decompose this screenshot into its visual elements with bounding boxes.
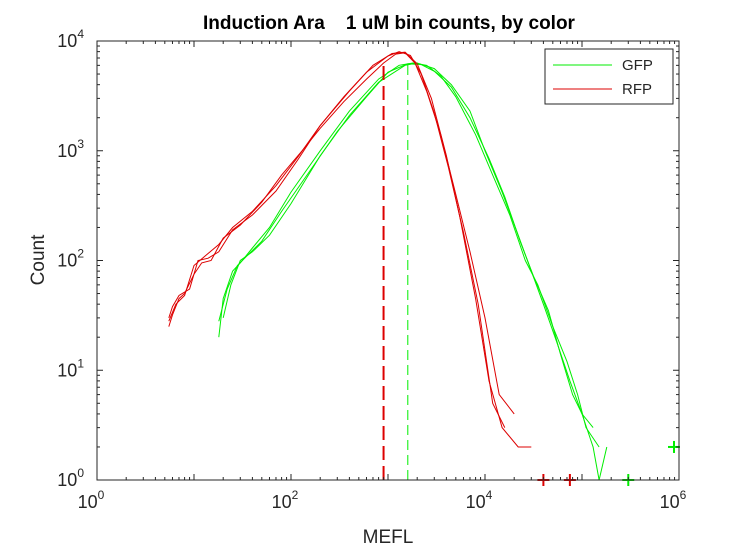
y-tick-label: 104 [57, 27, 84, 51]
axis-ticks [96, 41, 679, 481]
x-axis-label: MEFL [363, 527, 414, 548]
x-tick-label: 104 [466, 488, 493, 512]
series-line-gfp-1 [218, 62, 600, 448]
legend: GFP RFP [544, 48, 674, 105]
y-tick-label: 103 [57, 137, 84, 161]
series-line-rfp-1 [168, 52, 515, 415]
series-line-gfp-2 [218, 63, 594, 428]
x-tick-label: 102 [272, 488, 299, 512]
series-line-gfp-3 [222, 62, 608, 481]
y-tick-label: 102 [57, 247, 84, 271]
legend-box [544, 48, 674, 105]
x-tick-label: 100 [78, 488, 105, 512]
x-tick-label: 106 [660, 488, 687, 512]
legend-label-rfp: RFP [622, 81, 652, 98]
y-tick-label: 101 [57, 356, 84, 380]
y-axis-label: Count [28, 234, 49, 285]
legend-label-gfp: GFP [622, 57, 653, 74]
axes-box [96, 40, 680, 481]
tick-labels: 100 102 104 106 100 101 102 103 104 [57, 27, 686, 512]
chart-title: Induction Ara 1 uM bin counts, by color [203, 13, 576, 34]
y-tick-label: 100 [57, 466, 84, 490]
series-line-rfp-3 [168, 51, 532, 448]
plot-area [168, 51, 680, 486]
series-line-rfp-2 [168, 51, 506, 428]
